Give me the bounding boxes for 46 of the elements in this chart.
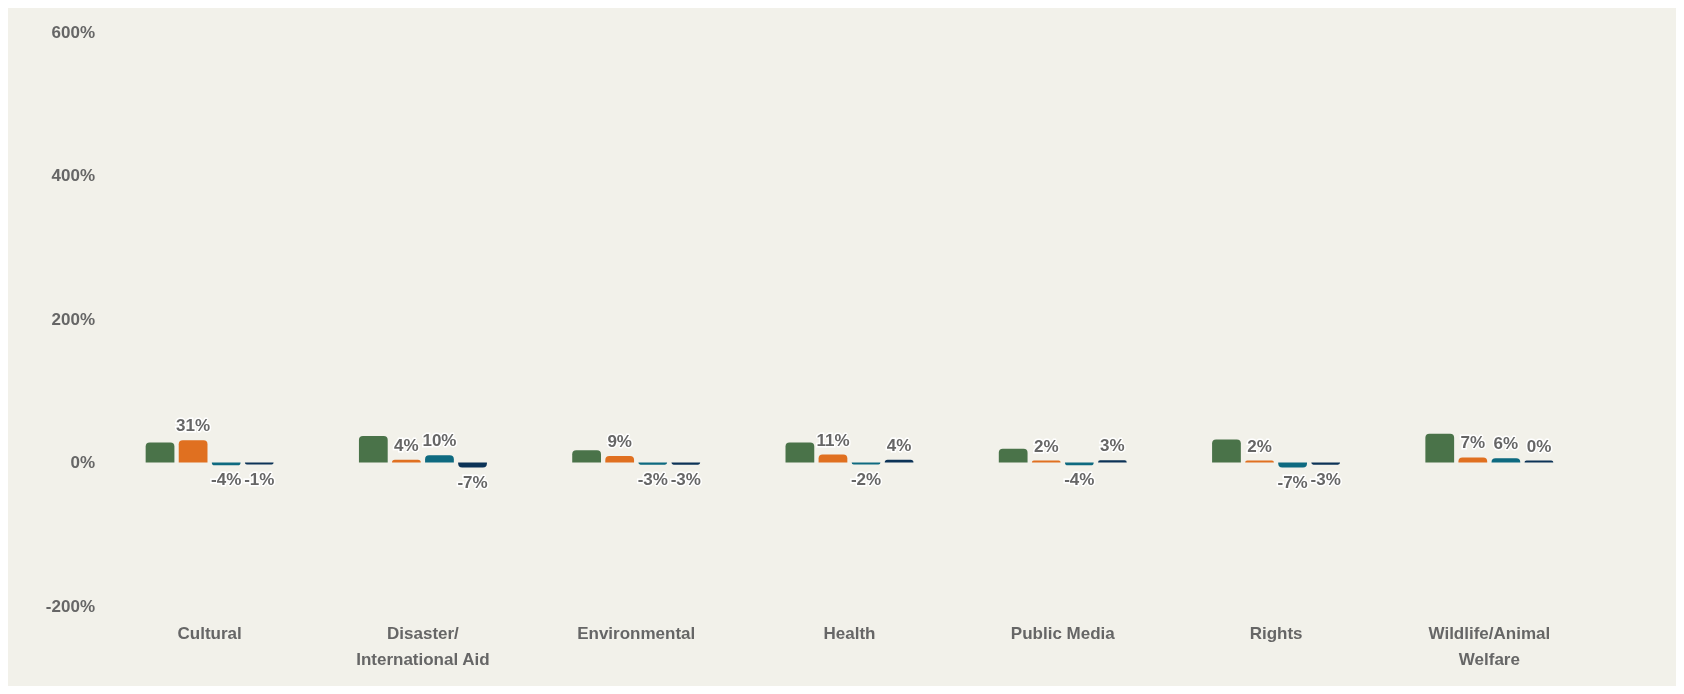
bar: [458, 462, 487, 468]
data-label: 3%: [1100, 436, 1125, 456]
bar: [572, 450, 601, 463]
data-label: -4%: [1064, 470, 1095, 490]
x-tick-label: Rights: [1249, 623, 1303, 643]
data-label: 0%: [1526, 436, 1552, 456]
data-label: -2%: [850, 469, 882, 489]
data-label: 2%: [1247, 436, 1272, 456]
data-label: -3%: [1310, 469, 1341, 489]
x-tick-label: Public Media: [1010, 623, 1116, 643]
bar: [1425, 433, 1455, 463]
data-label: -3%: [670, 469, 701, 489]
data-label: 2%: [1033, 436, 1059, 456]
data-label: -7%: [1277, 472, 1308, 492]
bar: [1212, 439, 1241, 463]
data-label: 4%: [394, 435, 419, 455]
bar: [998, 448, 1028, 463]
y-tick-label: 400%: [51, 166, 95, 185]
data-label: -1%: [244, 469, 275, 489]
bar: [425, 455, 454, 463]
data-label: -7%: [457, 472, 488, 492]
y-tick-label: 200%: [51, 309, 95, 329]
x-tick-label: Environmental: [577, 623, 696, 643]
data-label: 9%: [607, 432, 632, 452]
x-tick-label: Health: [823, 623, 876, 643]
data-label: 11%: [816, 430, 850, 450]
bar: [178, 440, 208, 463]
data-label: 7%: [1460, 433, 1486, 453]
bar: [818, 454, 848, 463]
y-tick-label: 0%: [70, 453, 95, 472]
y-tick-label: -200%: [45, 596, 95, 616]
x-tick-label: Cultural: [177, 623, 242, 643]
x-tick-label: Wildlife/Animal Welfare: [1428, 623, 1551, 669]
y-tick-label: 600%: [51, 22, 95, 42]
bar: [1278, 462, 1307, 468]
bar: [605, 456, 635, 463]
data-label: 10%: [422, 431, 457, 451]
bar: [785, 442, 815, 463]
data-label: -4%: [211, 470, 242, 490]
data-label: 4%: [886, 435, 912, 455]
data-label: -3%: [637, 469, 668, 489]
bar: [145, 442, 175, 463]
x-tick-label: Disaster/ International Aid: [356, 623, 490, 669]
bar: [358, 435, 388, 463]
data-label: 31%: [176, 416, 211, 436]
data-label: 6%: [1493, 434, 1519, 454]
